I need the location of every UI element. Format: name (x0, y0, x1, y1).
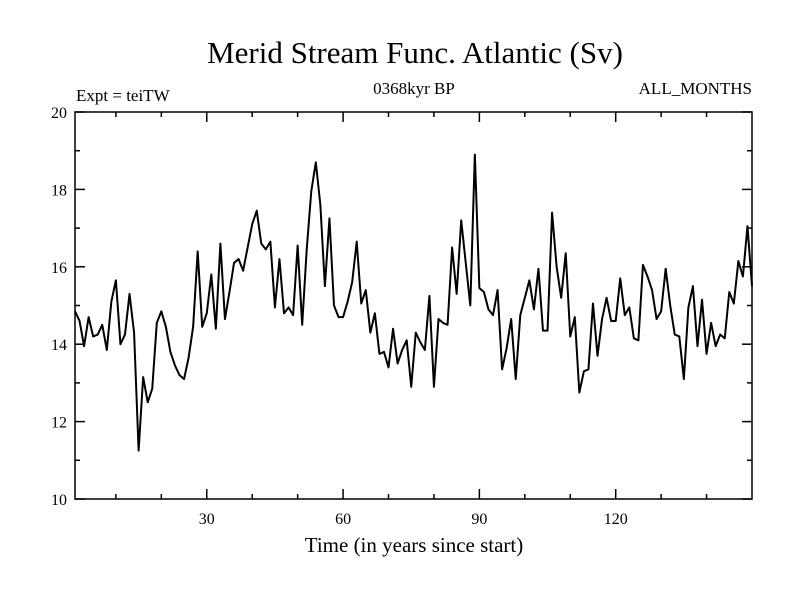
y-tick-label: 18 (51, 182, 67, 199)
axis-tick-labels: 30 60 90 120 10 12 14 16 18 20 (51, 105, 628, 528)
axis-ticks (75, 111, 752, 500)
y-tick-label: 20 (51, 105, 67, 122)
time-period-label: 0368kyr BP (373, 79, 455, 98)
series-line (74, 153, 753, 452)
months-label: ALL_MONTHS (639, 79, 752, 98)
y-tick-label: 16 (51, 260, 67, 277)
y-tick-label: 12 (51, 415, 67, 432)
y-tick-label: 14 (51, 337, 67, 354)
x-tick-label: 30 (199, 511, 215, 528)
x-tick-label: 60 (335, 511, 351, 528)
experiment-label: Expt = teiTW (76, 86, 171, 105)
plot-frame (74, 111, 753, 500)
x-tick-label: 120 (604, 511, 628, 528)
x-axis-label: Time (in years since start) (305, 533, 524, 557)
y-tick-label: 10 (51, 492, 67, 509)
x-tick-label: 90 (471, 511, 487, 528)
chart-title: Merid Stream Func. Atlantic (Sv) (207, 35, 623, 70)
